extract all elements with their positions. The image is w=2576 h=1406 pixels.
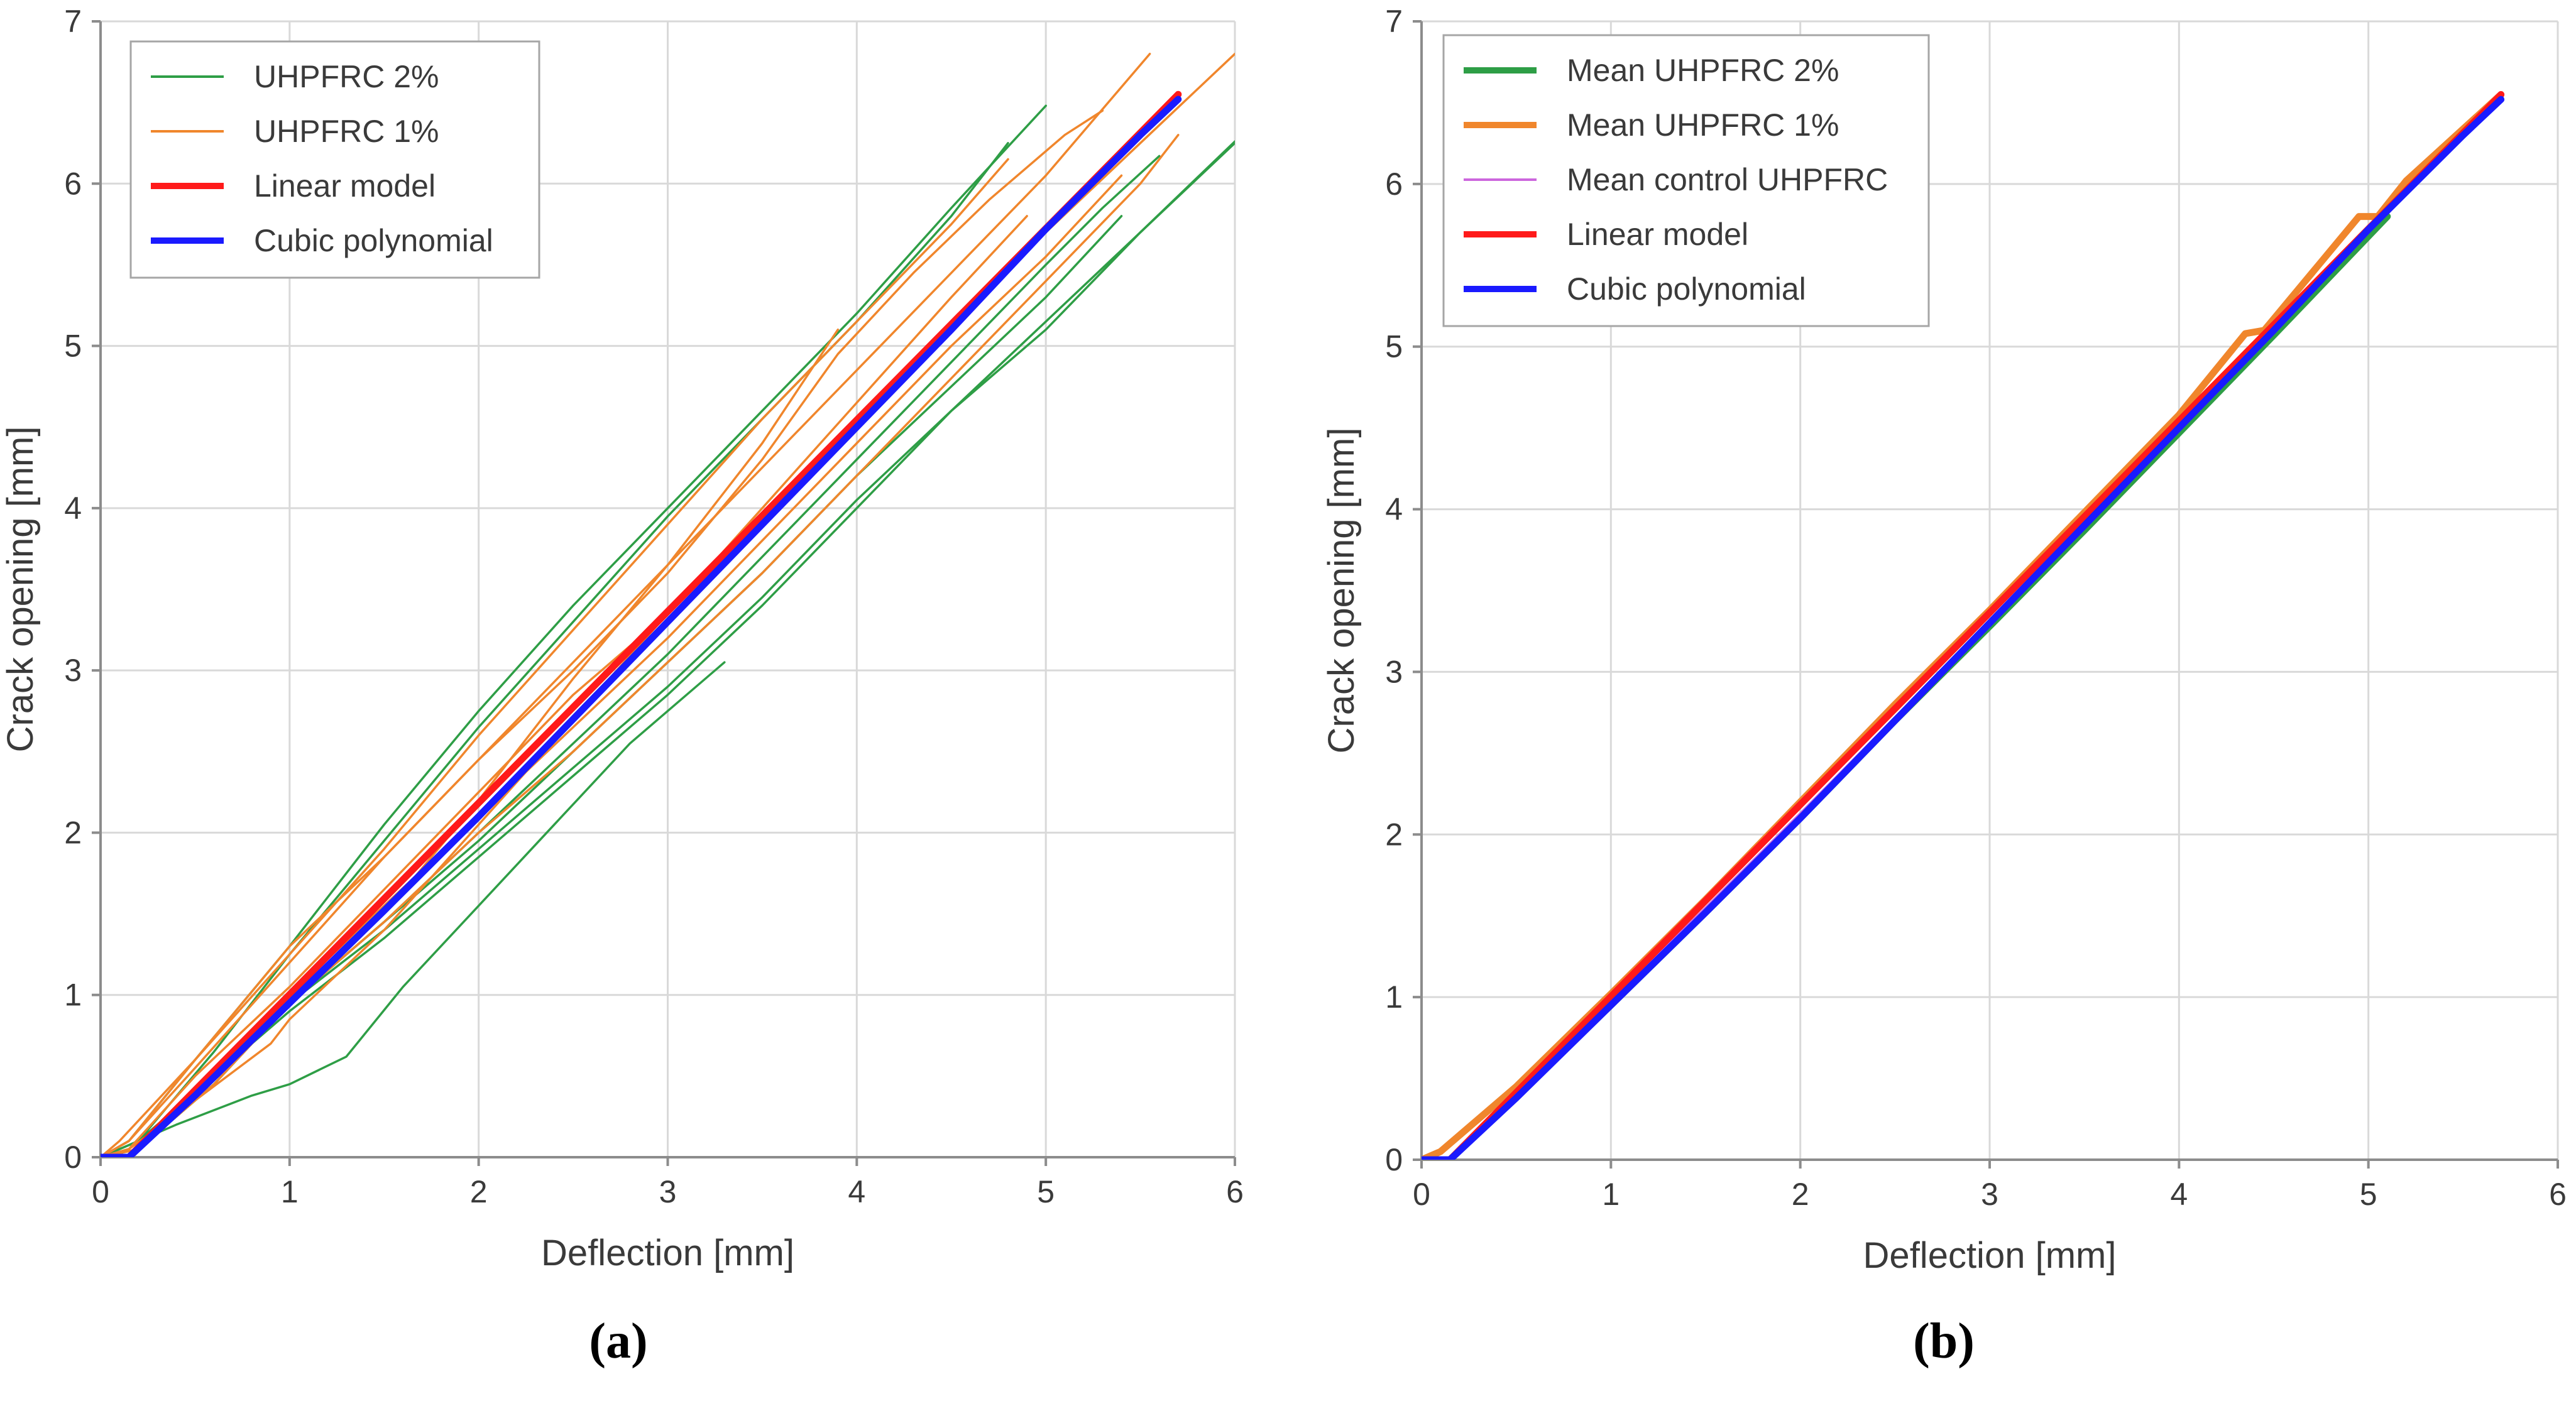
x-tick-label: 0 [92,1174,109,1209]
x-tick-label: 3 [1981,1177,1998,1212]
y-tick-label: 1 [64,978,82,1013]
series-line-linear-model [1422,91,2505,1160]
y-tick-label: 0 [1385,1142,1403,1177]
caption-panel-a: (a) [556,1313,681,1370]
y-tick-label: 7 [1385,4,1403,39]
series-line-uhpfrc-2- [101,215,1123,1157]
legend-label: Mean UHPFRC 2% [1567,53,1839,88]
x-tick-label: 6 [2549,1177,2567,1212]
y-tick-label: 3 [64,653,82,688]
y-axis-label: Crack opening [mm] [1321,428,1362,754]
y-tick-label: 2 [64,815,82,850]
caption-b-text: (b) [1913,1314,1975,1369]
x-tick-label: 2 [1792,1177,1809,1212]
y-axis-label: Crack opening [mm] [0,427,41,753]
x-tick-label: 5 [2360,1177,2377,1212]
series-line-uhpfrc-2- [101,661,726,1157]
series-group [101,52,1235,1157]
series-line-uhpfrc-1- [101,158,1009,1157]
x-tick-label: 1 [1602,1177,1620,1212]
legend-label: Linear model [254,168,436,204]
y-tick-label: 6 [64,166,82,201]
legend-label: UHPFRC 2% [254,59,439,94]
chart-panel-a: 0 1 2 3 4 5 6 0 1 2 3 4 5 6 7 Deflection [mm] Crack open… [0,4,1244,1273]
y-tick-label: 4 [64,491,82,526]
x-tick-label: 5 [1037,1174,1055,1209]
series-line-cubic-polynomial [1422,95,2505,1160]
y-tick-label: 7 [64,4,82,39]
x-tick-label: 1 [281,1174,299,1209]
legend: Mean UHPFRC 2% Mean UHPFRC 1% Mean control… [1442,34,1930,327]
x-tick-label: 4 [2170,1177,2188,1212]
x-tick-label: 0 [1413,1177,1430,1212]
x-tick-label: 3 [659,1174,677,1209]
y-tick-label: 5 [64,329,82,364]
series-group [1422,91,2505,1160]
x-axis-label: Deflection [mm] [541,1233,794,1273]
series-line-cubic-polynomial [101,95,1182,1157]
legend-label: Cubic polynomial [254,223,493,258]
x-tick-label: 4 [848,1174,865,1209]
caption-panel-b: (b) [1881,1313,2007,1370]
y-tick-label: 5 [1385,329,1403,364]
chart-panel-b: 0 1 2 3 4 5 6 0 1 2 3 4 5 6 7 Deflection [mm] Crack open… [1321,4,2567,1276]
legend-label: UHPFRC 1% [254,114,439,149]
y-tick-label: 3 [1385,654,1403,689]
y-tick-label: 2 [1385,817,1403,852]
y-tick-label: 0 [64,1140,82,1175]
x-tick-label: 2 [470,1174,488,1209]
series-line-linear-model [101,90,1182,1157]
legend-label: Linear model [1567,217,1748,252]
legend-label: Cubic polynomial [1567,271,1806,307]
y-tick-label: 1 [1385,979,1403,1015]
legend: UHPFRC 2% UHPFRC 1% Linear model Cubic poly… [129,40,540,279]
x-axis-label: Deflection [mm] [1863,1235,2117,1276]
y-tick-label: 4 [1385,492,1403,527]
series-line-uhpfrc-1- [101,215,1028,1157]
x-tick-label: 6 [1226,1174,1244,1209]
y-tick-label: 6 [1385,166,1403,202]
legend-label: Mean control UHPFRC [1567,162,1888,197]
series-line-uhpfrc-1- [101,52,1151,1157]
caption-a-text: (a) [589,1314,648,1369]
legend-label: Mean UHPFRC 1% [1567,107,1839,143]
